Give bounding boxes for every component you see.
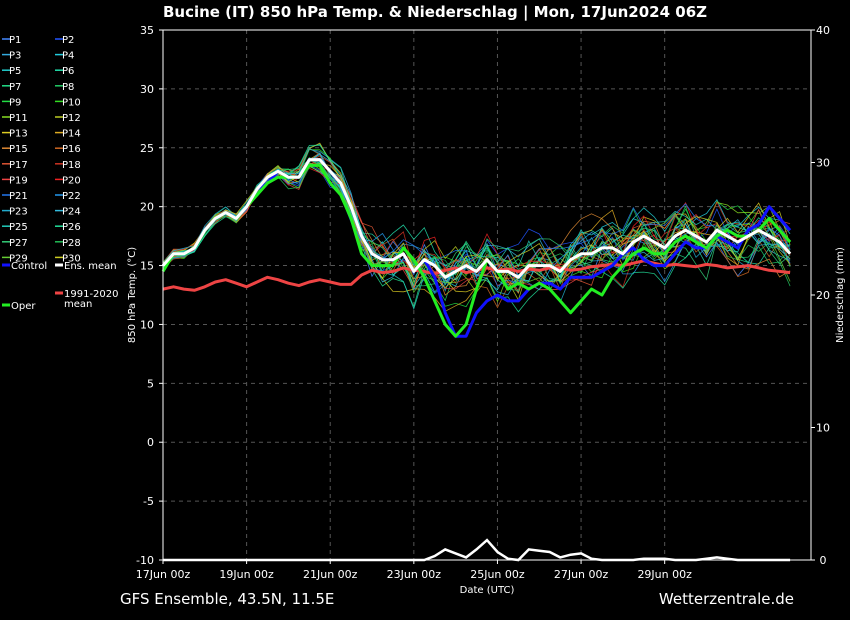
member-line-p21 [162, 162, 791, 287]
x-tick-label: 19Jun 00z [219, 568, 274, 581]
legend-label-ens-mean: Ens. mean [64, 261, 117, 272]
x-tick-label: 23Jun 00z [387, 568, 442, 581]
x-tick-label: 29Jun 00z [637, 568, 692, 581]
legend-label-p26: P26 [62, 222, 81, 233]
y-tick-label: -10 [136, 554, 154, 567]
x-tick-label: 21Jun 00z [303, 568, 358, 581]
grid-lines [163, 30, 811, 560]
y-tick-label: 0 [147, 436, 154, 449]
legend-label-p16: P16 [62, 144, 81, 155]
y2-tick-label: 40 [816, 24, 830, 37]
plot-frame [162, 29, 812, 561]
legend-label-oper: Oper [11, 301, 36, 312]
legend-label-control: Control [11, 261, 47, 272]
y-tick-label: 15 [140, 260, 154, 273]
y2-tick-label: 30 [816, 157, 830, 170]
legend-label-p12: P12 [62, 113, 81, 124]
legend-label-p4: P4 [62, 51, 74, 62]
y-axis-ticks: -10 -5 0 5 10 15 20 25 30 35 [136, 24, 163, 567]
legend-label-p23: P23 [9, 207, 28, 218]
legend-label-p30: P30 [62, 253, 81, 264]
legend-label-p18: P18 [62, 160, 81, 171]
legend-label-p5: P5 [9, 66, 21, 77]
legend-label-p3: P3 [9, 51, 21, 62]
legend-label-p29: P29 [9, 253, 28, 264]
legend-label-p15: P15 [9, 144, 28, 155]
y2-tick-label: 10 [816, 422, 830, 435]
legend-label-p28: P28 [62, 238, 81, 249]
x-axis-ticks: 17Jun 00z 19Jun 00z 21Jun 00z 23Jun 00z 25Ju… [136, 560, 692, 581]
legend-label-p11: P11 [9, 113, 28, 124]
legend-label-p22: P22 [62, 191, 81, 202]
y-tick-label: 30 [140, 83, 154, 96]
x-axis-label: Date (UTC) [460, 585, 515, 596]
x-tick-label: 27Jun 00z [554, 568, 609, 581]
legend-label-climatology-2: mean [64, 299, 92, 310]
y-tick-label: -5 [143, 495, 154, 508]
legend-label-p20: P20 [62, 175, 81, 186]
x-tick-label: 17Jun 00z [136, 568, 191, 581]
x-tick-label: 25Jun 00z [470, 568, 525, 581]
legend-label-p17: P17 [9, 160, 28, 171]
member-line-p23 [162, 148, 791, 304]
legend-label-p27: P27 [9, 238, 28, 249]
precipitation-lines [163, 538, 791, 562]
y-tick-label: 25 [140, 142, 154, 155]
footer-source: Wetterzentrale.de [659, 590, 794, 608]
series-line-oper [161, 163, 792, 338]
legend-label-p14: P14 [62, 129, 81, 140]
legend-label-p7: P7 [9, 82, 21, 93]
y-tick-label: 35 [140, 24, 154, 37]
y2-axis-label: Niederschlag (mm) [835, 247, 846, 343]
legend: P1 P2 P3 P4 P5 P6 P7 P8 P9 P10 P11 P12 P13 P14 P15 P16 P… [2, 35, 119, 312]
y2-tick-label: 0 [820, 554, 827, 567]
legend-label-climatology: 1991-2020 [64, 289, 119, 300]
footer-model-info: GFS Ensemble, 43.5N, 11.5E [120, 590, 334, 608]
legend-label-p8: P8 [62, 82, 74, 93]
chart-title: Bucine (IT) 850 hPa Temp. & Niederschlag… [163, 3, 707, 22]
y-axis-label: 850 hPa Temp. (°C) [127, 247, 138, 343]
legend-label-p24: P24 [62, 207, 81, 218]
legend-label-p6: P6 [62, 66, 74, 77]
legend-label-p10: P10 [62, 97, 81, 108]
legend-label-p1: P1 [9, 35, 21, 46]
y2-axis-ticks: 0 10 20 30 40 [811, 24, 830, 567]
legend-label-p9: P9 [9, 97, 21, 108]
precip-mean-line [163, 538, 791, 562]
y-tick-label: 20 [140, 201, 154, 214]
y-tick-label: 10 [140, 318, 154, 331]
legend-label-p19: P19 [9, 175, 28, 186]
legend-label-p21: P21 [9, 191, 28, 202]
legend-label-p13: P13 [9, 129, 28, 140]
y2-tick-label: 20 [816, 289, 830, 302]
y-tick-label: 5 [147, 377, 154, 390]
legend-label-p2: P2 [62, 35, 74, 46]
main-series-lines [161, 158, 792, 338]
series-line-ens-mean [161, 158, 792, 279]
legend-label-p25: P25 [9, 222, 28, 233]
